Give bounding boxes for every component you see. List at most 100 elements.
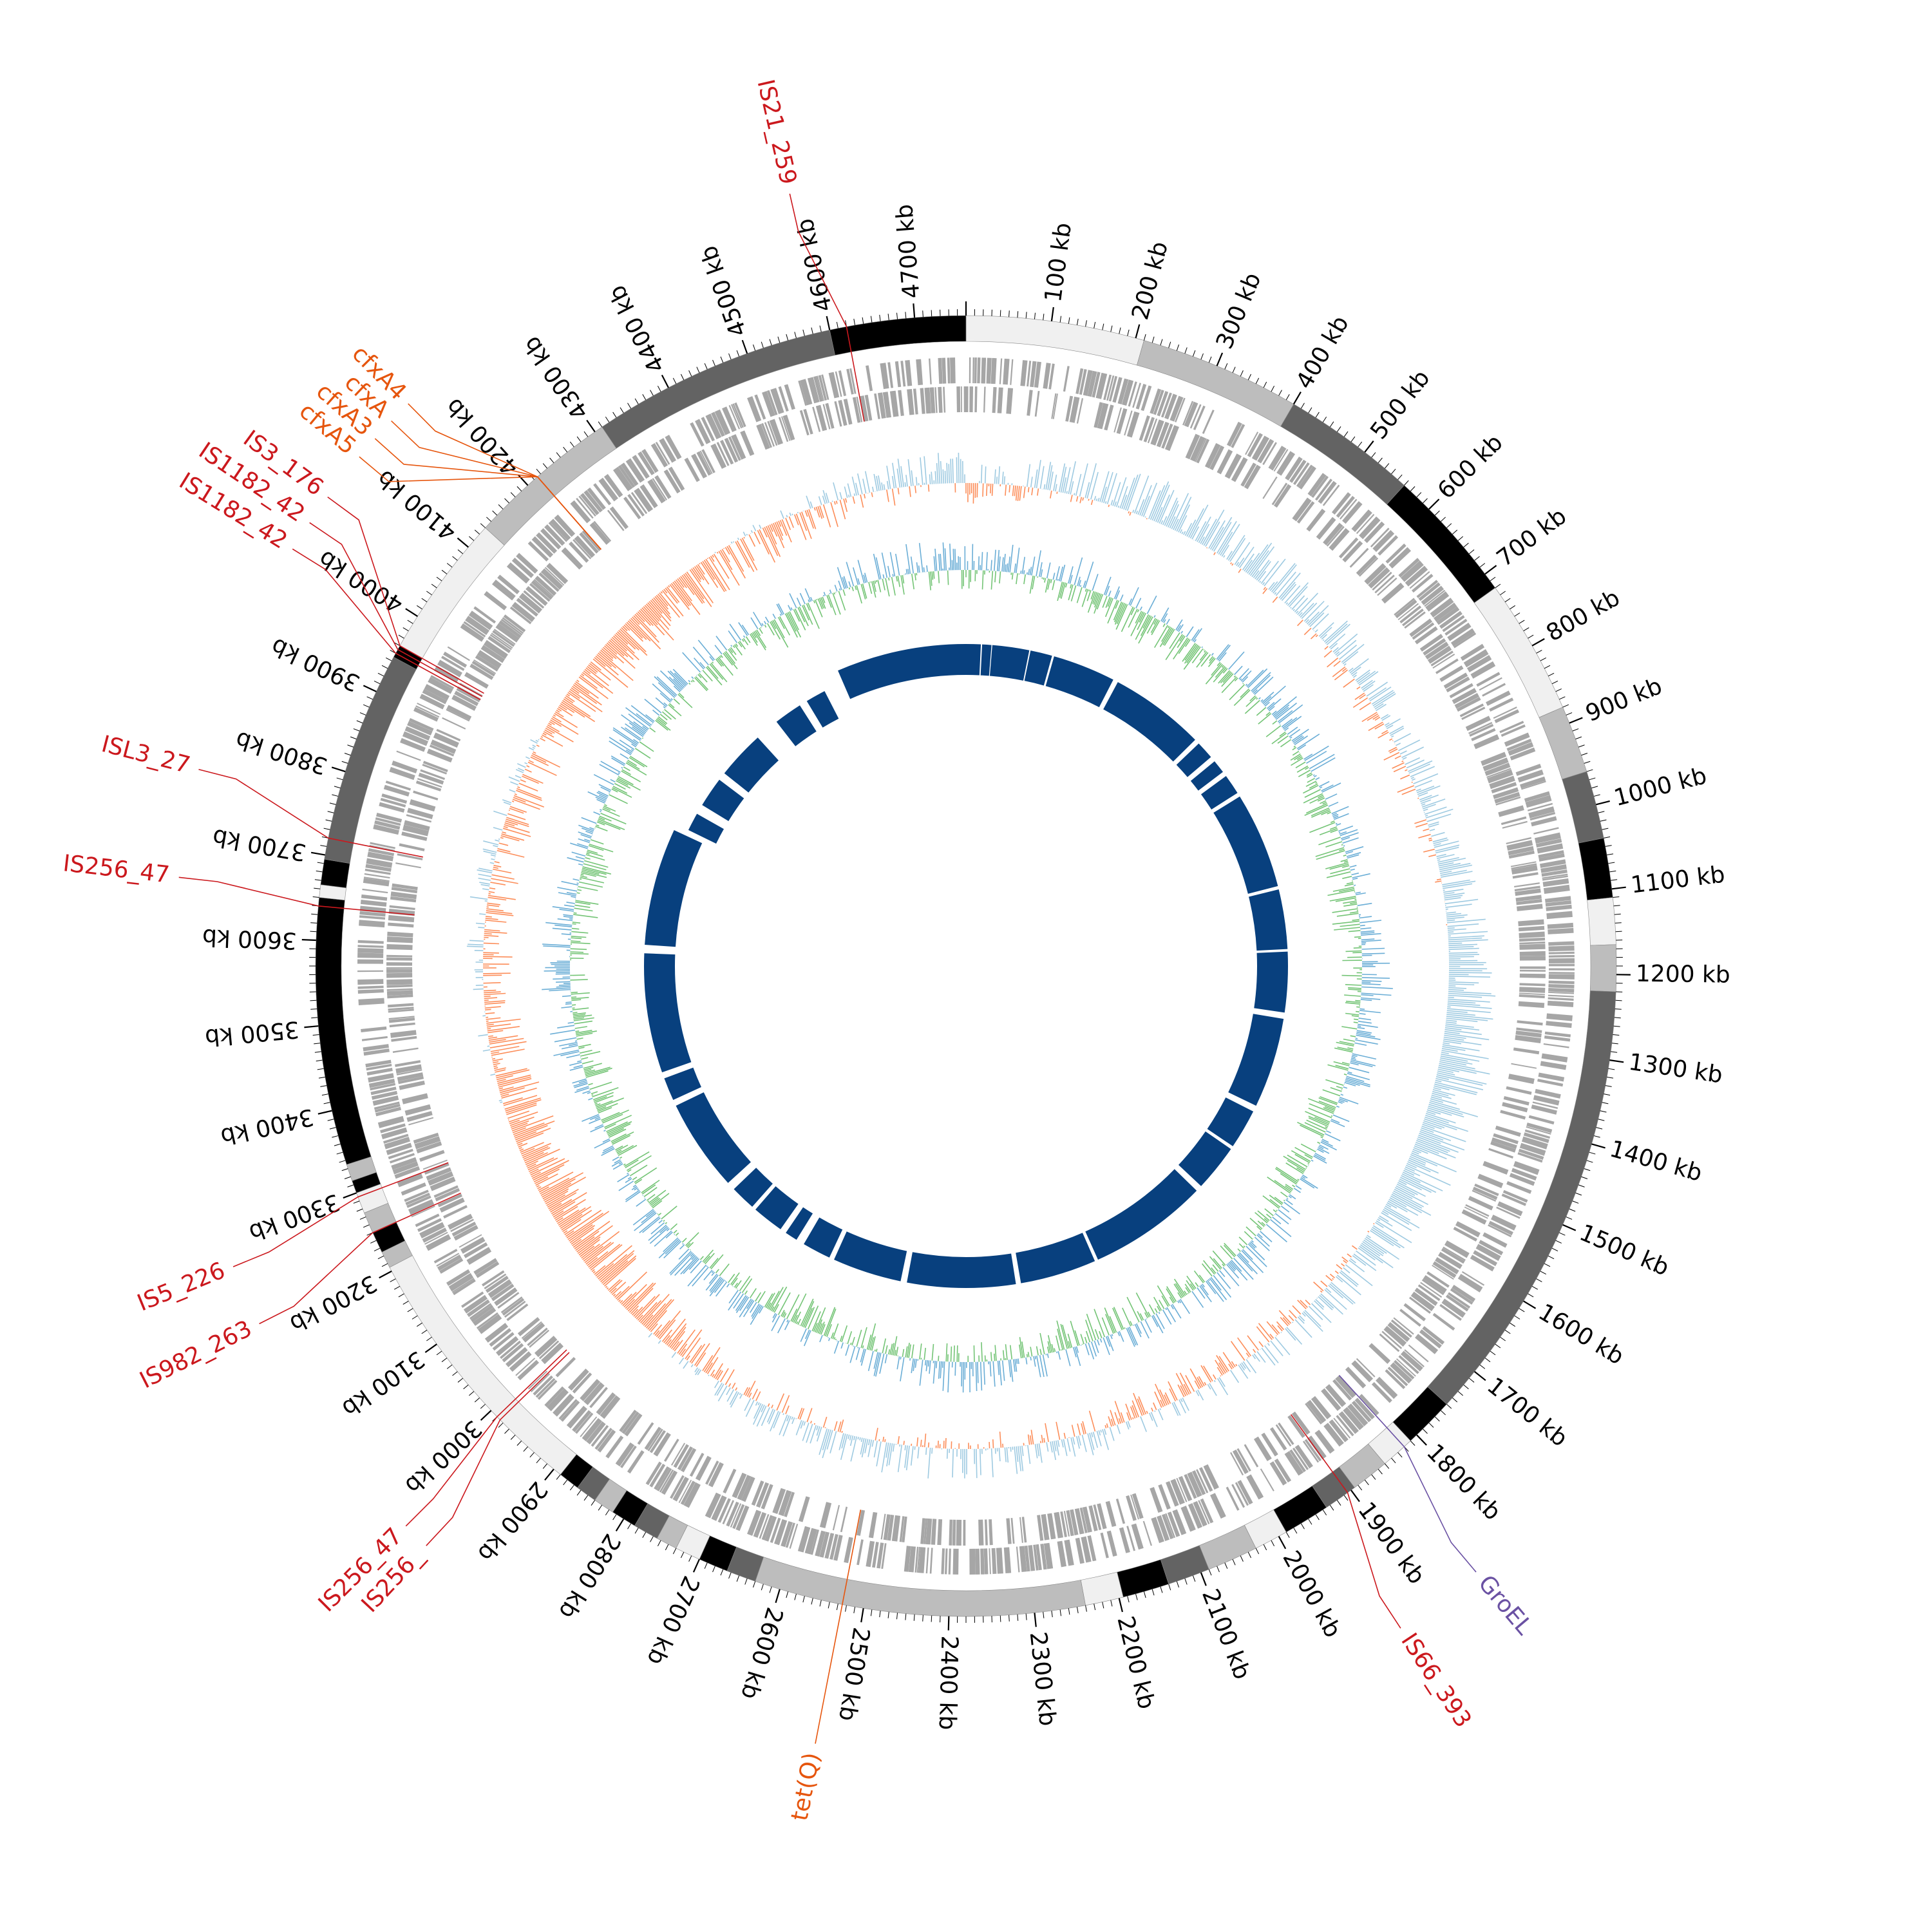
cds-forward [1491,1215,1517,1231]
cds-forward [441,656,465,671]
cds-forward [549,518,571,541]
cds-reverse [390,1030,417,1038]
cds-forward [1193,405,1206,430]
cds-forward [1106,1530,1117,1557]
tick-label-45: 4500 kb [696,242,752,340]
cds-forward [1548,954,1575,958]
cds-forward [535,1378,556,1398]
cds-reverse [963,1519,966,1546]
cds-forward [866,1540,875,1567]
major-tick [1523,1300,1537,1309]
tick-label-1: 100 kb [1040,221,1077,303]
cds-reverse [756,1482,770,1508]
annotation-leader [359,456,601,550]
cds-reverse [535,576,557,596]
minor-tick [1548,1255,1555,1260]
cds-forward [1548,980,1575,985]
cds-forward [1425,591,1450,612]
cds-forward [397,1173,423,1188]
cds-forward [1501,724,1526,737]
cds-reverse [429,744,455,757]
cds-forward [1538,1072,1565,1082]
cds-reverse [663,1438,679,1462]
cds-reverse [778,1490,792,1517]
cds-forward [463,621,486,638]
minor-tick [1500,1336,1506,1341]
cds-reverse [1041,1514,1050,1540]
cds-reverse [387,931,413,938]
cds-reverse [1421,1278,1444,1296]
tick-label-3: 300 kb [1211,269,1267,353]
minor-tick [339,1160,346,1163]
minor-tick [321,1094,328,1096]
minor-tick [1519,1308,1525,1312]
cds-forward [359,915,386,920]
cds-forward [1532,1101,1558,1110]
minor-tick [1119,327,1121,334]
minor-tick [1490,1350,1496,1356]
minor-tick [712,359,715,366]
cds-forward [580,493,600,516]
cds-reverse [984,1519,988,1546]
cds-reverse [1311,1396,1332,1419]
cds-reverse [540,568,564,590]
minor-tick [1593,794,1600,797]
homology-block-10 [1213,796,1278,894]
cds-forward [489,1328,512,1347]
cds-forward [516,553,538,574]
cds-reverse [1262,476,1278,499]
cds-forward [1036,1544,1042,1571]
cds-reverse [1439,665,1464,682]
contig-segment-8 [1578,837,1613,901]
minor-tick [1593,1135,1600,1138]
annotation-label-10: IS256_47 [62,850,171,888]
minor-tick [1176,1581,1179,1588]
cds-forward [598,477,618,502]
minor-tick [1255,1548,1260,1555]
cds-reverse [1486,768,1511,778]
minor-tick [356,720,363,724]
minor-tick [1110,1600,1113,1607]
annotation-label-9: ISL3_27 [99,731,193,779]
cds-reverse [1332,1379,1352,1401]
cds-reverse [1506,840,1533,851]
cds-forward [1296,464,1313,488]
minor-tick [1127,329,1130,336]
cds-forward [422,1227,447,1243]
cds-reverse [799,410,810,436]
cds-reverse [696,451,712,476]
minor-tick [657,1540,661,1546]
major-tick [1364,440,1374,453]
minor-tick [334,1143,341,1146]
cds-forward [690,422,705,447]
cds-reverse [511,601,535,622]
cds-reverse [1379,1333,1400,1352]
cds-forward [807,377,820,404]
cds-reverse [934,387,938,413]
minor-tick [720,1569,724,1576]
cds-reverse [1513,1047,1540,1055]
minor-tick [1102,323,1104,330]
cds-forward [880,363,889,390]
cds-forward [428,677,453,694]
cds-forward [1457,1273,1483,1293]
cds-forward [363,1048,390,1056]
cds-forward [422,688,448,705]
minor-tick [393,1285,401,1290]
cds-reverse [1356,1358,1376,1378]
minor-tick [1500,591,1506,596]
cds-reverse [1275,1424,1292,1447]
cds-reverse [1143,417,1155,442]
cds-reverse [1116,408,1128,434]
cds-forward [1251,435,1270,461]
cds-forward [580,1416,598,1437]
minor-tick [1009,1615,1010,1622]
cds-reverse [387,994,413,999]
cds-forward [1548,994,1574,998]
cds-reverse [1519,969,1546,972]
cds-reverse [460,1236,486,1254]
minor-tick [642,393,647,401]
minor-tick [1391,1457,1396,1463]
cds-forward [377,1115,404,1128]
cds-forward [1100,1532,1109,1558]
